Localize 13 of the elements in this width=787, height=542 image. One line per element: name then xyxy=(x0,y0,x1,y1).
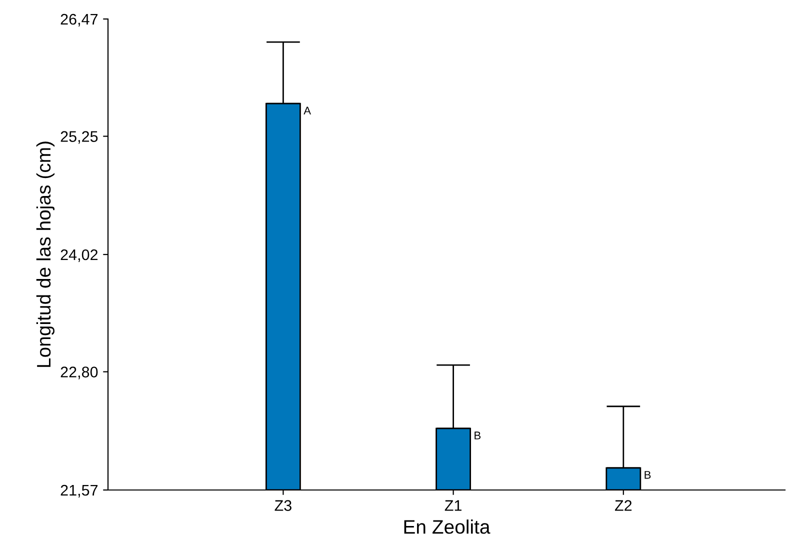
annotation: B xyxy=(474,432,481,440)
x-tick-label: Z3 xyxy=(274,500,292,511)
y-tick-label: 25,25 xyxy=(60,131,98,144)
x-tick-label: Z1 xyxy=(444,500,462,511)
annotation: A xyxy=(304,106,312,114)
y-tick-label: 26,47 xyxy=(60,14,98,26)
x-tick-label: Z2 xyxy=(614,500,632,511)
annotation: B xyxy=(644,471,651,479)
x-axis-title: En Zeolita xyxy=(404,520,490,534)
y-tick-label: 21,57 xyxy=(60,484,98,498)
y-axis-title: Longitud de las hojas (cm) xyxy=(36,142,54,367)
y-tick-label: 24,02 xyxy=(60,249,98,262)
y-tick-label: 22,80 xyxy=(60,366,98,380)
